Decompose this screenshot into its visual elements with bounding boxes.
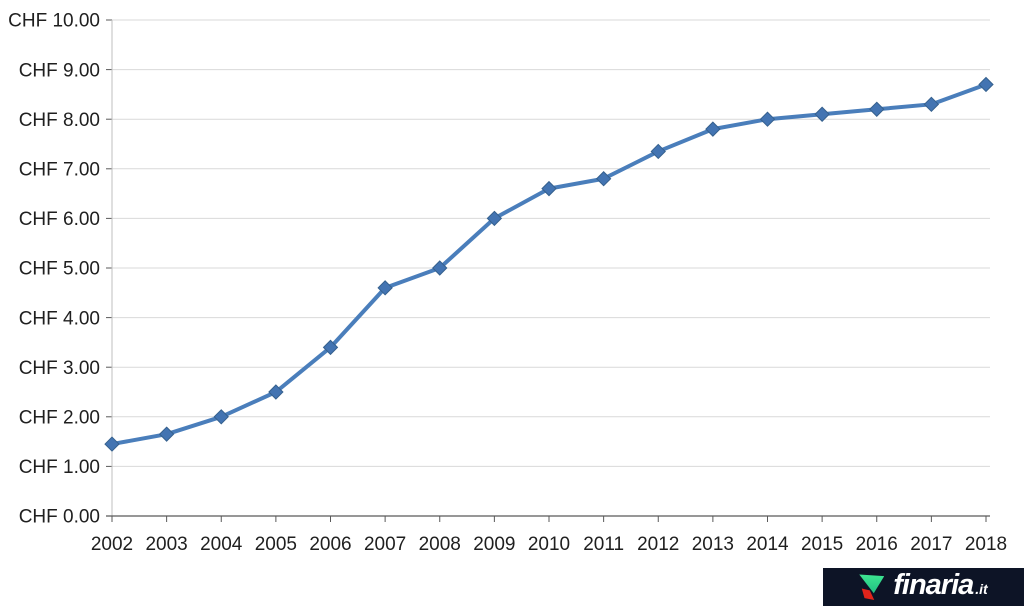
x-tick-label: 2003	[145, 534, 187, 555]
y-tick-label: CHF 4.00	[19, 308, 100, 329]
data-series	[104, 76, 994, 452]
data-point-marker	[377, 280, 393, 296]
axes	[106, 19, 990, 522]
x-tick-label: 2008	[419, 534, 461, 555]
data-point-marker	[104, 436, 120, 452]
x-tick-label: 2017	[910, 534, 952, 555]
x-tick-label: 2015	[801, 534, 843, 555]
y-tick-label: CHF 0.00	[19, 507, 100, 528]
data-point-marker	[650, 143, 666, 160]
y-tick-label: CHF 1.00	[19, 457, 100, 478]
x-tick-label: 2006	[309, 534, 351, 555]
gridlines	[112, 19, 990, 467]
x-tick-label: 2018	[965, 534, 1007, 555]
x-tick-label: 2007	[364, 534, 406, 555]
x-tick-label: 2011	[583, 534, 624, 555]
data-point-marker	[814, 106, 830, 122]
x-tick-label: 2013	[692, 534, 734, 555]
x-tick-label: 2012	[637, 534, 679, 555]
y-tick-label: CHF 8.00	[19, 110, 100, 131]
data-point-marker	[705, 121, 721, 137]
data-point-marker	[923, 96, 940, 113]
x-tick-label: 2014	[746, 534, 789, 555]
finaria-logo: finaria .it	[823, 568, 1024, 606]
data-point-marker	[595, 171, 612, 187]
y-tick-label: CHF 10.00	[8, 11, 100, 32]
data-point-marker	[759, 111, 776, 127]
series-line	[110, 82, 988, 447]
data-point-marker	[158, 426, 175, 442]
x-tick-label: 2004	[200, 534, 243, 555]
brand-tld: .it	[975, 581, 988, 597]
x-tick-label: 2009	[473, 534, 515, 555]
data-point-marker	[486, 210, 503, 227]
y-tick-label: CHF 3.00	[19, 358, 100, 379]
x-tick-label: 2002	[91, 534, 133, 555]
finaria-logo-icon	[859, 574, 885, 600]
data-point-marker	[432, 260, 448, 276]
brand-wordmark: finaria .it	[893, 566, 987, 606]
data-point-marker	[322, 339, 339, 356]
data-point-marker	[541, 180, 557, 197]
data-point-marker	[869, 101, 885, 117]
x-tick-label: 2016	[856, 534, 898, 555]
axis-labels: CHF 0.00 CHF 1.00 CHF 2.00 CHF 3.00 CHF 4.00…	[8, 11, 1007, 555]
logo-red-arrow-icon	[861, 588, 875, 600]
x-tick-label: 2010	[528, 534, 570, 555]
brand-name: finaria	[893, 569, 974, 601]
data-point-marker	[213, 409, 229, 425]
y-tick-label: CHF 7.00	[19, 159, 100, 180]
data-point-marker	[978, 76, 994, 93]
x-tick-label: 2005	[255, 534, 297, 555]
y-tick-label: CHF 5.00	[19, 259, 100, 280]
y-tick-label: CHF 2.00	[19, 407, 100, 428]
y-tick-label: CHF 9.00	[19, 60, 100, 81]
y-tick-label: CHF 6.00	[19, 209, 100, 230]
data-point-marker	[268, 384, 284, 400]
